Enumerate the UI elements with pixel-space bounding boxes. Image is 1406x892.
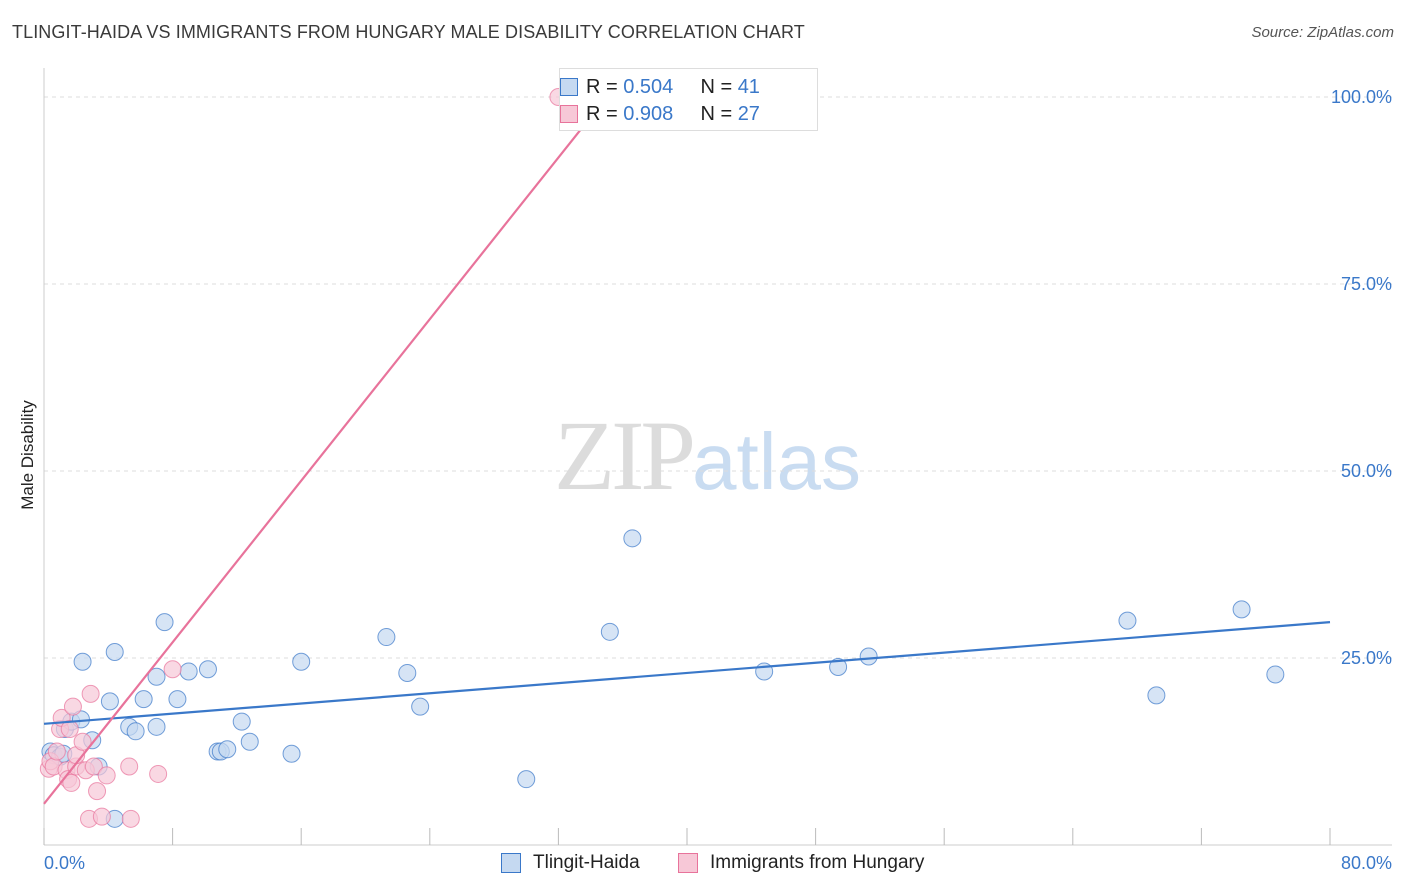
source-label: Source: ZipAtlas.com: [1251, 24, 1394, 41]
data-point-hungary: [47, 742, 66, 761]
bottom-legend-tlingit: Tlingit-Haida: [533, 852, 640, 873]
watermark: ZIPatlas: [554, 398, 861, 513]
x-tick-label: 0.0%: [44, 853, 85, 873]
data-point-tlingit: [105, 643, 124, 662]
data-point-tlingit: [1232, 600, 1251, 619]
data-point-hungary: [92, 807, 111, 826]
data-point-tlingit: [147, 717, 166, 736]
legend-r-value: 0.504: [623, 76, 674, 98]
data-point-tlingit: [198, 660, 217, 679]
bottom-legend-swatch-pink: [678, 853, 698, 873]
data-point-tlingit: [859, 647, 878, 666]
data-point-tlingit: [829, 657, 848, 676]
data-point-tlingit: [1147, 686, 1166, 705]
data-point-tlingit: [134, 690, 153, 709]
data-point-tlingit: [282, 744, 301, 763]
data-point-tlingit: [147, 667, 166, 686]
y-tick-label: 100.0%: [1331, 87, 1392, 107]
data-point-tlingit: [155, 613, 174, 632]
data-point-tlingit: [411, 697, 430, 716]
legend-n-value: 27: [737, 103, 760, 125]
legend-n-label: N =: [700, 103, 738, 125]
data-point-tlingit: [1118, 611, 1137, 630]
data-point-hungary: [120, 757, 139, 776]
data-point-tlingit: [292, 652, 311, 671]
legend-n-label: N =: [700, 76, 738, 98]
data-point-tlingit: [398, 663, 417, 682]
data-point-hungary: [163, 660, 182, 679]
data-point-tlingit: [218, 740, 237, 759]
data-point-hungary: [84, 757, 103, 776]
data-point-hungary: [63, 697, 82, 716]
data-point-tlingit: [168, 690, 187, 709]
data-point-hungary: [73, 732, 92, 751]
bottom-legend-swatch-blue: [501, 853, 521, 873]
y-tick-label: 50.0%: [1341, 461, 1392, 481]
y-tick-label: 25.0%: [1341, 648, 1392, 668]
data-point-tlingit: [517, 770, 536, 789]
chart-title: TLINGIT-HAIDA VS IMMIGRANTS FROM HUNGARY…: [12, 22, 805, 42]
data-point-hungary: [97, 766, 116, 785]
legend-swatch-blue: [560, 78, 578, 96]
data-point-tlingit: [126, 722, 145, 741]
data-point-hungary: [62, 773, 81, 792]
data-point-tlingit: [73, 652, 92, 671]
legend-r-label: R =: [586, 103, 624, 125]
data-point-tlingit: [1266, 665, 1285, 684]
data-point-tlingit: [377, 628, 396, 647]
legend-swatch-pink: [560, 105, 578, 123]
legend-n-value: 41: [737, 76, 760, 98]
data-point-hungary: [121, 809, 140, 828]
trend-line-tlingit: [43, 620, 1331, 725]
data-point-hungary: [88, 782, 107, 801]
data-point-hungary: [60, 720, 79, 739]
watermark-atlas: atlas: [692, 417, 861, 506]
data-point-tlingit: [232, 712, 251, 731]
bottom-legend-hungary: Immigrants from Hungary: [710, 852, 925, 873]
data-point-tlingit: [100, 692, 119, 711]
data-point-hungary: [81, 684, 100, 703]
data-point-tlingit: [240, 732, 259, 751]
legend-r-label: R =: [586, 76, 624, 98]
trend-line-hungary: [43, 96, 608, 805]
y-tick-label: 75.0%: [1341, 274, 1392, 294]
legend-r-value: 0.908: [623, 103, 674, 125]
legend-row-hungary: R = 0.908 N = 27: [560, 103, 760, 126]
data-point-tlingit: [179, 662, 198, 681]
legend-row-tlingit: R = 0.504 N = 41: [560, 76, 760, 99]
correlation-legend: R = 0.504 N = 41 R = 0.908 N = 27: [559, 68, 818, 131]
data-point-hungary: [149, 764, 168, 783]
data-point-tlingit: [600, 622, 619, 641]
x-tick-label: 80.0%: [1341, 853, 1392, 873]
watermark-zip: ZIP: [554, 400, 696, 511]
data-point-tlingit: [623, 529, 642, 548]
